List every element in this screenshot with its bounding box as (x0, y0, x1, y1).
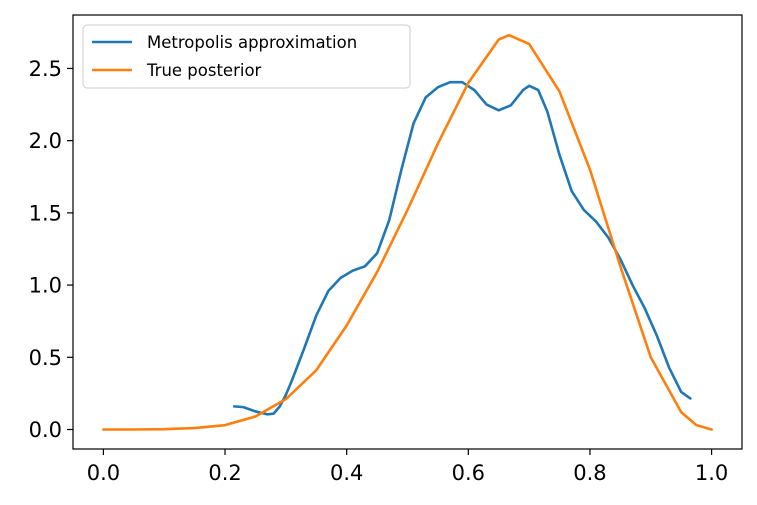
y-tick-label: 2.5 (29, 57, 62, 81)
y-tick-label: 1.0 (29, 274, 62, 298)
legend-label-1: Metropolis approximation (147, 33, 357, 52)
series-line-2 (102, 33, 713, 431)
y-axis: 0.0 0.5 1.0 1.5 2.0 2.5 (29, 57, 73, 442)
y-tick-label: 2.0 (29, 129, 62, 153)
x-tick-label: 0.4 (330, 461, 363, 485)
y-tick-label: 1.5 (29, 201, 62, 225)
x-tick-label: 0.6 (452, 461, 485, 485)
x-tick-label: 0.8 (573, 461, 606, 485)
plot-frame (72, 14, 743, 450)
series-layer (102, 33, 713, 431)
legend-box (82, 24, 411, 89)
x-tick-label: 0.2 (208, 461, 241, 485)
x-tick-label: 1.0 (695, 461, 728, 485)
legend-label-2: True posterior (146, 61, 262, 80)
y-tick-label: 0.5 (29, 346, 62, 370)
series-line-1 (232, 80, 692, 416)
y-tick-label: 0.0 (29, 418, 62, 442)
x-tick-label: 0.0 (87, 461, 120, 485)
legend: Metropolis approximation True posterior (82, 24, 411, 89)
x-axis: 0.0 0.2 0.4 0.6 0.8 1.0 (87, 449, 728, 485)
